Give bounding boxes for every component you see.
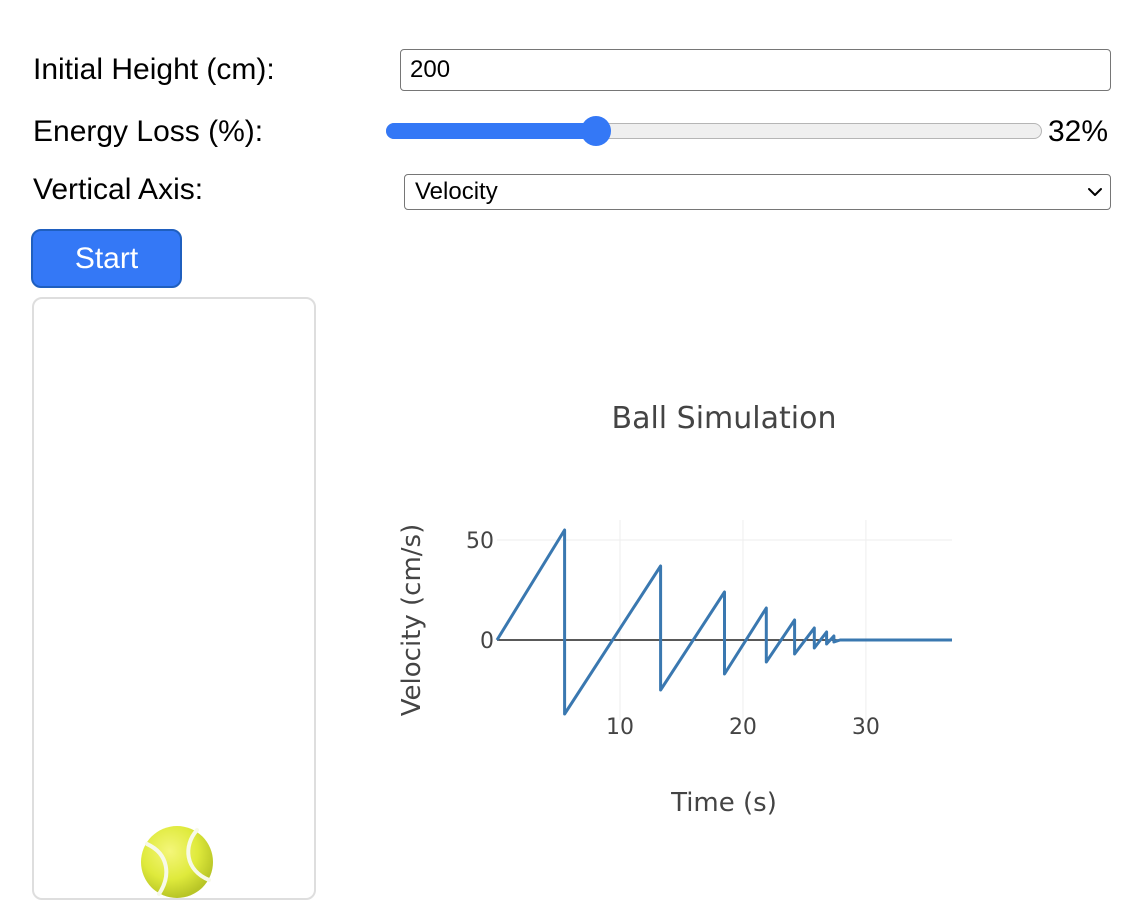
- x-tick-label: 30: [852, 715, 880, 740]
- chevron-down-icon: [1088, 188, 1102, 196]
- tennis-ball-icon: [141, 826, 213, 898]
- series-line-velocity: [495, 528, 952, 716]
- chart-ticks: 10 20 30 0 50: [466, 529, 880, 740]
- energy-loss-slider[interactable]: [385, 122, 1042, 139]
- vertical-axis-selected-value: Velocity: [415, 178, 498, 205]
- initial-height-label: Initial Height (cm):: [33, 53, 275, 86]
- chart-title: Ball Simulation: [612, 401, 837, 436]
- energy-loss-slider-fill: [385, 122, 597, 139]
- x-tick-label: 20: [729, 715, 757, 740]
- y-axis-label: Velocity (cm/s): [397, 524, 427, 716]
- vertical-axis-label: Vertical Axis:: [33, 173, 204, 206]
- initial-height-input[interactable]: [400, 49, 1111, 91]
- energy-loss-slider-thumb[interactable]: [580, 116, 611, 146]
- y-tick-label: 0: [480, 629, 494, 654]
- start-button[interactable]: Start: [31, 229, 182, 288]
- vertical-axis-select[interactable]: Velocity: [404, 174, 1111, 210]
- ball-simulation-chart: Ball Simulation 10 20 30 0 50 Time (s) Veloc…: [397, 401, 952, 818]
- simulation-panel: [32, 297, 316, 900]
- chart-grid: [497, 520, 952, 720]
- energy-loss-value: 32%: [1048, 115, 1109, 148]
- y-tick-label: 50: [466, 529, 494, 554]
- x-tick-label: 10: [606, 715, 634, 740]
- energy-loss-label: Energy Loss (%):: [33, 115, 264, 148]
- x-axis-label: Time (s): [670, 788, 777, 818]
